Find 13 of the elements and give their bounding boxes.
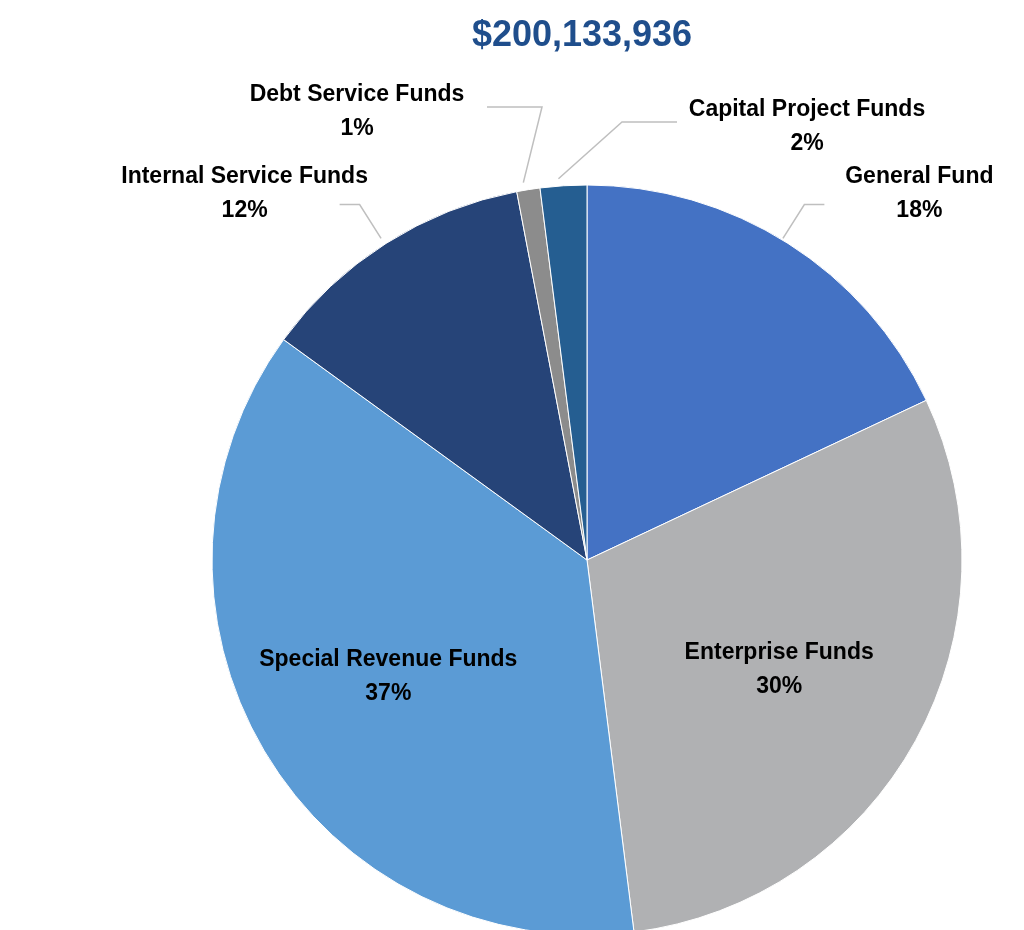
- slice-label: Special Revenue Funds: [259, 644, 518, 671]
- data-label: 12%: [221, 195, 268, 222]
- data-label: 18%: [896, 195, 943, 222]
- data-label: 30%: [756, 672, 803, 699]
- data-label: 37%: [365, 678, 412, 705]
- slice-label: Enterprise Funds: [684, 638, 874, 665]
- slice-label: Debt Service Funds: [249, 80, 465, 106]
- slice-label: General Fund: [845, 161, 994, 188]
- data-label: 1%: [340, 114, 374, 140]
- slice-label: Capital Project Funds: [688, 95, 926, 121]
- chart-title: $200,133,936: [471, 13, 693, 54]
- data-label: 2%: [790, 129, 824, 155]
- slice-label: Internal Service Funds: [121, 161, 368, 188]
